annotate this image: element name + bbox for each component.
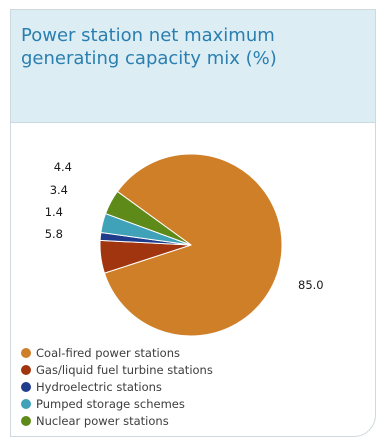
slice-value-label: 1.4 xyxy=(45,205,63,219)
chart-legend: Coal-fired power stations Gas/liquid fuel… xyxy=(21,344,213,429)
slice-value-label: 3.4 xyxy=(50,183,68,197)
legend-item: Coal-fired power stations xyxy=(21,344,213,361)
chart-card: Power station net maximum generating cap… xyxy=(10,9,376,437)
legend-swatch xyxy=(21,415,31,426)
pie-slice-1 xyxy=(103,153,283,337)
legend-label: Coal-fired power stations xyxy=(36,345,180,360)
slice-value-label: 4.4 xyxy=(54,160,72,174)
chart-header: Power station net maximum generating cap… xyxy=(11,10,375,123)
legend-item: Nuclear power stations xyxy=(21,412,213,429)
legend-swatch xyxy=(21,381,31,392)
chart-title: Power station net maximum generating cap… xyxy=(21,25,277,69)
slice-value-label: 85.0 xyxy=(298,278,324,292)
legend-swatch xyxy=(21,347,31,358)
pie-chart: 85.0 5.8 1.4 3.4 4.4 xyxy=(45,153,324,337)
legend-item: Gas/liquid fuel turbine stations xyxy=(21,361,213,378)
legend-label: Gas/liquid fuel turbine stations xyxy=(36,362,213,377)
legend-swatch xyxy=(21,398,31,409)
pie-slice-5 xyxy=(104,190,192,246)
slice-value-label: 5.8 xyxy=(45,227,63,241)
legend-swatch xyxy=(21,364,31,375)
legend-label: Nuclear power stations xyxy=(36,413,169,428)
legend-label: Pumped storage schemes xyxy=(36,396,185,411)
legend-item: Pumped storage schemes xyxy=(21,395,213,412)
legend-item: Hydroelectric stations xyxy=(21,378,213,395)
legend-label: Hydroelectric stations xyxy=(36,379,162,394)
